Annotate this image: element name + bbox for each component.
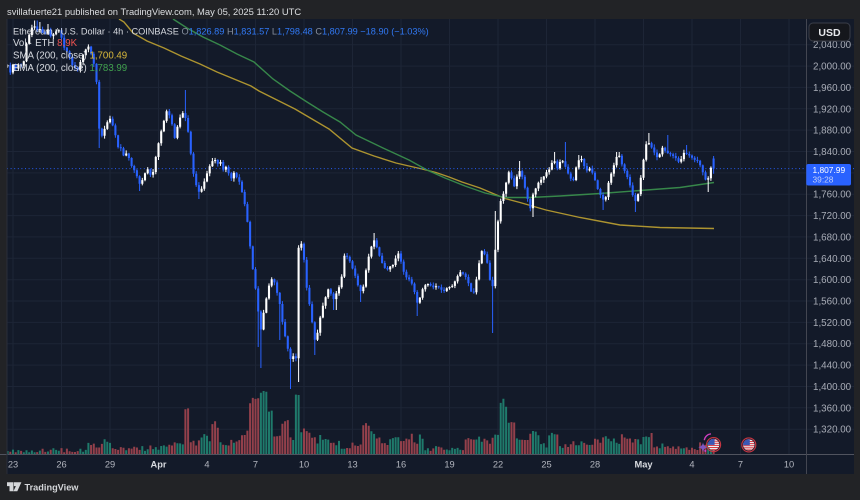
svg-text:2,000.00: 2,000.00 (813, 62, 852, 73)
svg-text:svillafuerte21 published on Tr: svillafuerte21 published on TradingView.… (7, 6, 301, 17)
svg-text:1,720.00: 1,720.00 (813, 211, 852, 222)
svg-text:1,840.00: 1,840.00 (813, 147, 852, 158)
svg-text:28: 28 (590, 460, 600, 470)
svg-text:19: 19 (444, 460, 454, 470)
svg-text:1,807.99: 1,807.99 (813, 165, 846, 175)
svg-text:1,760.00: 1,760.00 (813, 190, 852, 201)
svg-text:May: May (634, 460, 653, 470)
svg-text:EMA (200, close) 1,783.99: EMA (200, close) 1,783.99 (13, 63, 127, 74)
svg-text:4: 4 (204, 460, 209, 470)
svg-text:1,520.00: 1,520.00 (813, 318, 852, 329)
svg-text:10: 10 (299, 460, 309, 470)
svg-text:10: 10 (784, 460, 794, 470)
svg-text:25: 25 (541, 460, 551, 470)
svg-text:Ethereum / U.S. Dollar · 4h ·: Ethereum / U.S. Dollar · 4h · COINBASE O… (13, 27, 429, 37)
svg-text:1,440.00: 1,440.00 (813, 361, 852, 372)
svg-text:26: 26 (56, 460, 66, 470)
svg-text:7: 7 (253, 460, 258, 470)
svg-text:TradingView: TradingView (25, 483, 80, 493)
svg-text:Apr: Apr (150, 460, 166, 470)
svg-text:1,680.00: 1,680.00 (813, 232, 852, 243)
svg-text:39:28: 39:28 (813, 174, 834, 184)
svg-text:1,320.00: 1,320.00 (813, 425, 852, 436)
svg-text:29: 29 (105, 460, 115, 470)
svg-text:USD: USD (818, 27, 841, 39)
svg-text:23: 23 (8, 460, 18, 470)
svg-text:4: 4 (689, 460, 694, 470)
svg-text:16: 16 (396, 460, 406, 470)
svg-text:1,360.00: 1,360.00 (813, 403, 852, 414)
svg-text:1,600.00: 1,600.00 (813, 275, 852, 286)
svg-text:1,880.00: 1,880.00 (813, 126, 852, 137)
svg-text:22: 22 (493, 460, 503, 470)
svg-text:1,920.00: 1,920.00 (813, 104, 852, 115)
svg-text:2,040.00: 2,040.00 (813, 40, 852, 51)
svg-text:7: 7 (738, 460, 743, 470)
svg-text:1,560.00: 1,560.00 (813, 297, 852, 308)
svg-text:1,480.00: 1,480.00 (813, 339, 852, 350)
svg-text:1,640.00: 1,640.00 (813, 254, 852, 265)
svg-text:Vol · ETH 8.9K: Vol · ETH 8.9K (13, 38, 78, 49)
svg-text:1,960.00: 1,960.00 (813, 83, 852, 94)
svg-text:1,400.00: 1,400.00 (813, 382, 852, 393)
svg-text:13: 13 (347, 460, 357, 470)
svg-text:SMA (200, close) 1,700.49: SMA (200, close) 1,700.49 (13, 51, 127, 62)
